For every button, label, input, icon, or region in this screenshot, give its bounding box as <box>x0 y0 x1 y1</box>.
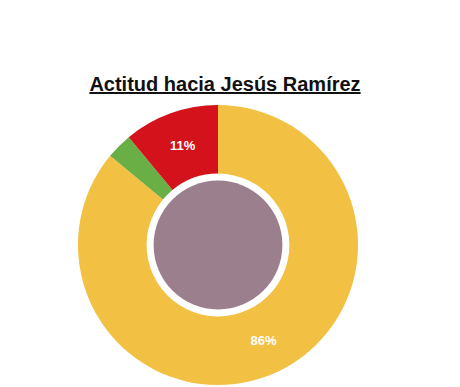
svg-text:86%: 86% <box>250 333 276 348</box>
svg-text:11%: 11% <box>170 138 196 153</box>
html-text:Actitud hacia Jesús Ramírez: Actitud hacia Jesús Ramírez <box>89 73 361 95</box>
